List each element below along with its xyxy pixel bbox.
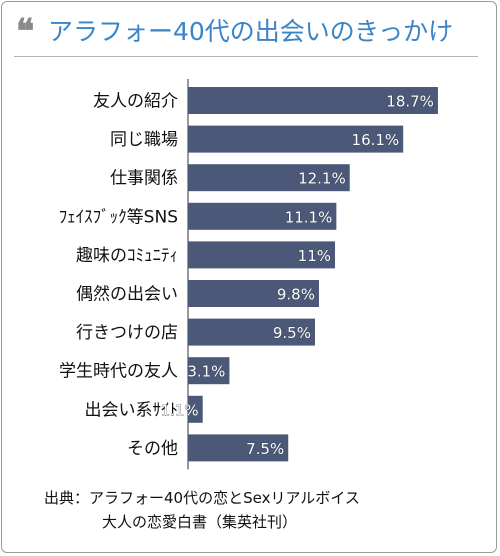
category-label: 仕事関係 bbox=[110, 169, 178, 189]
bar bbox=[188, 202, 337, 230]
value-label: 3.1% bbox=[187, 363, 225, 381]
category-label: 友人の紹介 bbox=[93, 92, 178, 112]
value-label: 11% bbox=[298, 247, 331, 265]
bar bbox=[188, 125, 404, 153]
value-label: 9.5% bbox=[273, 324, 311, 342]
category-label: 同じ職場 bbox=[110, 130, 178, 150]
source-line-2: 大人の恋愛白書（集英社刊） bbox=[102, 513, 298, 531]
category-label: 行きつけの店 bbox=[76, 323, 178, 343]
value-label: 1.1% bbox=[161, 401, 199, 419]
title-row: ❝ アラフォー40代の出会いのきっかけ bbox=[14, 12, 484, 52]
category-label: ﾌｪｲｽﾌﾞｯｸ等SNS bbox=[59, 207, 178, 227]
quote-mark-icon: ❝ bbox=[16, 12, 35, 52]
value-label: 16.1% bbox=[352, 131, 400, 149]
value-label: 7.5% bbox=[246, 440, 284, 458]
bar bbox=[188, 164, 350, 192]
title-divider bbox=[14, 56, 478, 57]
category-label: 出会い系ｻｲﾄ bbox=[85, 400, 179, 420]
value-label: 18.7% bbox=[386, 93, 434, 111]
source-note: 出典：アラフォー40代の恋とSexリアルボイス 大人の恋愛白書（集英社刊） bbox=[44, 486, 360, 534]
bar bbox=[188, 318, 315, 346]
category-label: 趣味のｺﾐｭﾆﾃｨ bbox=[76, 246, 178, 266]
bar bbox=[188, 357, 230, 385]
value-label: 9.8% bbox=[277, 286, 315, 304]
bar bbox=[188, 280, 319, 307]
value-label: 11.1% bbox=[285, 208, 333, 226]
category-label: その他 bbox=[127, 439, 178, 459]
category-label: 学生時代の友人 bbox=[59, 362, 178, 382]
bar bbox=[188, 395, 203, 423]
bar bbox=[188, 87, 438, 114]
bar bbox=[188, 241, 336, 269]
category-label: 偶然の出会い bbox=[76, 285, 178, 305]
chart-title: アラフォー40代の出会いのきっかけ bbox=[48, 17, 454, 46]
source-line-1: 出典：アラフォー40代の恋とSexリアルボイス bbox=[44, 489, 360, 507]
value-label: 12.1% bbox=[298, 170, 346, 188]
bar-chart: 友人の紹介 18.7% 同じ職場 16.1% 仕事関係 12.1% ﾌｪｲｽﾌﾞｯｸ等SNS… bbox=[59, 79, 438, 470]
bar bbox=[188, 434, 289, 462]
